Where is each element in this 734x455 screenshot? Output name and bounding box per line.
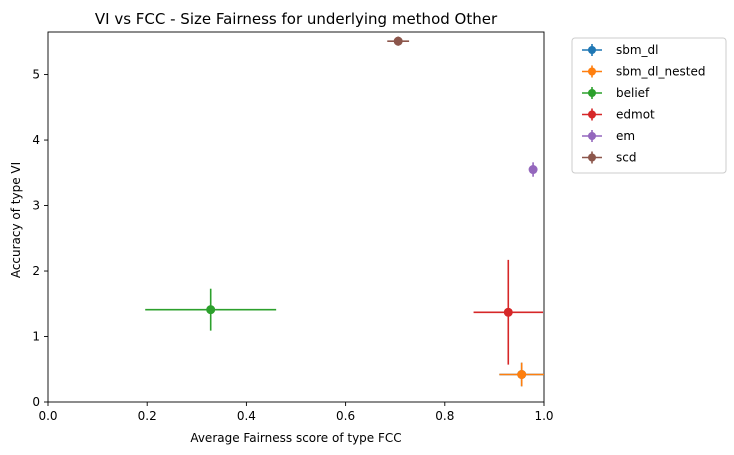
legend-entry: edmot (582, 108, 655, 122)
data-point (517, 369, 527, 379)
legend-label: belief (616, 86, 650, 100)
legend-marker (588, 153, 596, 162)
x-tick-label: 0.2 (138, 409, 157, 423)
y-axis-label: Accuracy of type VI (9, 162, 23, 278)
x-tick-label: 0.0 (38, 409, 57, 423)
y-tick-label: 4 (32, 133, 40, 147)
series-sbm-dl-nested (499, 362, 544, 387)
legend-label: sbm_dl_nested (616, 65, 705, 79)
legend-label: sbm_dl (616, 43, 659, 57)
y-tick-label: 5 (32, 68, 40, 82)
legend-entry: sbm_dl (582, 43, 659, 57)
legend-marker (588, 132, 596, 140)
y-tick-label: 2 (32, 264, 40, 278)
legend-marker (588, 67, 596, 76)
data-point (503, 307, 513, 317)
legend-marker (588, 46, 596, 54)
legend-frame (571, 37, 727, 174)
data-point (393, 36, 403, 46)
x-tick-label: 0.4 (237, 409, 256, 423)
plot-frame (47, 31, 545, 403)
x-tick-label: 0.6 (336, 409, 355, 423)
y-tick-label: 3 (32, 199, 40, 213)
chart-title: VI vs FCC - Size Fairness for underlying… (95, 10, 498, 28)
legend-label: scd (616, 151, 636, 165)
legend-label: em (616, 129, 635, 143)
y-tick-label: 0 (32, 395, 40, 409)
y-tick-label: 1 (32, 330, 40, 344)
legend-entry: belief (582, 86, 650, 100)
x-axis-label: Average Fairness score of type FCC (190, 431, 401, 445)
series-belief (145, 288, 277, 331)
legend-entry: sbm_dl_nested (582, 65, 705, 79)
legend-entry: em (582, 129, 635, 143)
axes: 0.0 0.2 0.4 0.6 0.8 1.0 0 1 2 3 4 5 (32, 31, 554, 423)
x-tick-label: 0.8 (435, 409, 454, 423)
series-em (528, 162, 538, 177)
legend-label: edmot (616, 108, 655, 122)
legend-marker (588, 110, 596, 119)
series-edmot (473, 259, 544, 365)
series-scd (387, 36, 410, 46)
legend-marker (588, 89, 596, 97)
data-points (145, 36, 544, 387)
data-point (528, 165, 538, 175)
x-tick-label: 1.0 (534, 409, 553, 423)
legend-entry: scd (582, 151, 636, 165)
data-point (206, 305, 216, 315)
